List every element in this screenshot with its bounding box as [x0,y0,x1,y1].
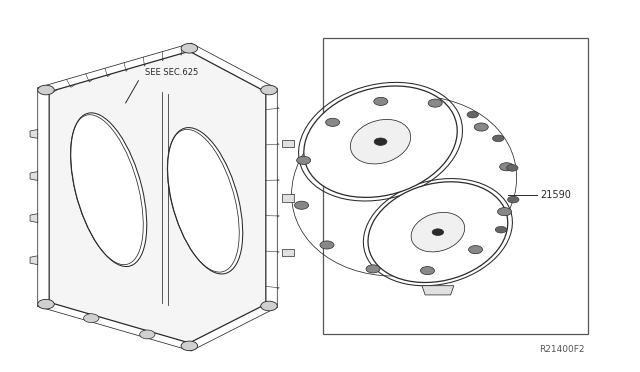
Polygon shape [30,129,38,138]
Polygon shape [30,214,38,222]
Circle shape [468,246,483,254]
Circle shape [326,118,340,126]
Circle shape [84,314,99,323]
Text: R21400F2: R21400F2 [539,345,584,354]
Circle shape [366,265,380,273]
Circle shape [493,135,504,142]
Circle shape [294,201,308,209]
Circle shape [320,241,334,249]
Text: SEE SEC.625: SEE SEC.625 [145,68,198,77]
Ellipse shape [350,119,411,164]
Circle shape [38,299,54,309]
Text: 21590: 21590 [540,190,571,200]
Circle shape [38,85,54,95]
Circle shape [181,44,198,53]
Bar [282,140,294,147]
Circle shape [467,111,479,118]
Circle shape [500,163,514,171]
Ellipse shape [368,182,508,282]
Circle shape [474,123,488,131]
Bar [323,38,588,334]
Ellipse shape [168,128,243,274]
Circle shape [374,138,387,145]
Circle shape [260,301,277,311]
Circle shape [374,97,388,105]
Circle shape [432,229,444,235]
Circle shape [495,226,507,233]
Circle shape [497,208,511,216]
Polygon shape [30,171,38,180]
Circle shape [181,341,198,351]
Circle shape [297,156,310,164]
Polygon shape [422,286,454,295]
Bar [282,249,294,256]
Circle shape [508,196,519,203]
Ellipse shape [411,212,465,252]
Circle shape [140,330,155,339]
Circle shape [260,85,277,95]
Circle shape [507,164,518,171]
Circle shape [420,267,435,275]
Polygon shape [49,51,266,343]
Bar [282,194,294,202]
Polygon shape [30,256,38,264]
Ellipse shape [71,113,147,266]
Circle shape [428,99,442,107]
Ellipse shape [304,86,457,198]
